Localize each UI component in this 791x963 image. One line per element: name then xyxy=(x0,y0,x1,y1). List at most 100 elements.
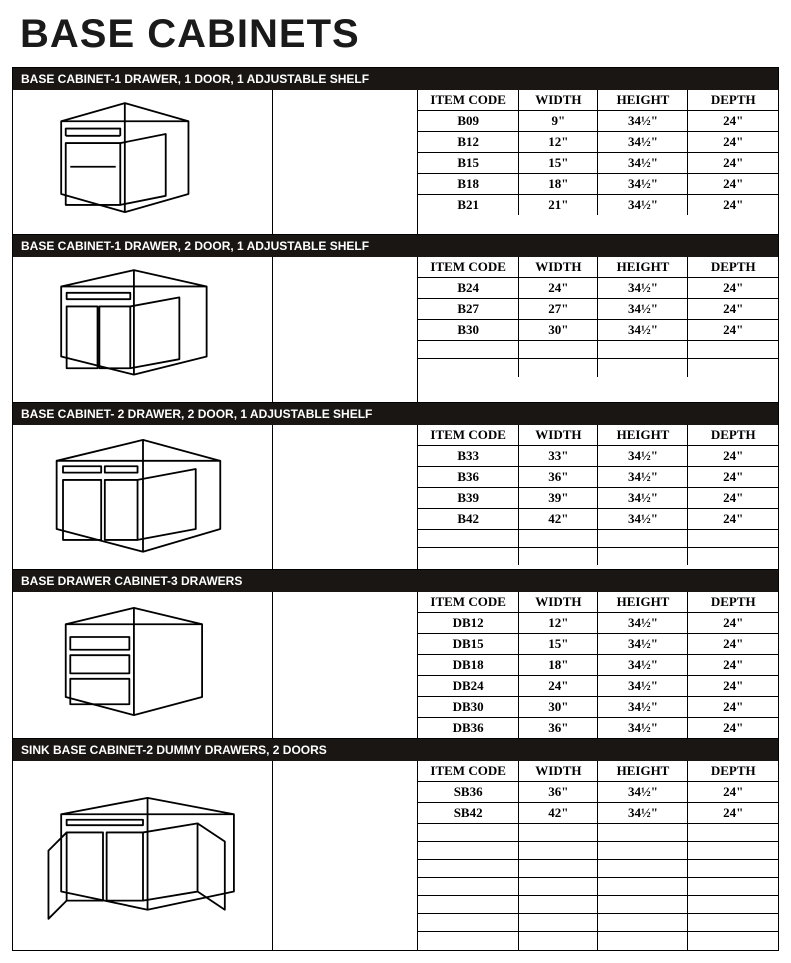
illustration-cell xyxy=(13,425,273,569)
spec-table: ITEM CODEWIDTHHEIGHTDEPTHB3333"34½"24"B3… xyxy=(418,425,778,566)
table-cell: 30" xyxy=(519,697,598,718)
table-cell: 34½" xyxy=(598,655,688,676)
section-body: ITEM CODEWIDTHHEIGHTDEPTHB3333"34½"24"B3… xyxy=(13,425,778,569)
table-row: B1515"34½"24" xyxy=(418,153,778,174)
table-cell xyxy=(418,341,519,359)
table-row: B3939"34½"24" xyxy=(418,487,778,508)
table-cell xyxy=(519,842,598,860)
column-header: HEIGHT xyxy=(598,425,688,446)
column-header: DEPTH xyxy=(688,90,778,111)
table-row xyxy=(418,860,778,878)
table-cell xyxy=(598,824,688,842)
table-cell: 34½" xyxy=(598,676,688,697)
section-heading: SINK BASE CABINET-2 DUMMY DRAWERS, 2 DOO… xyxy=(13,738,778,761)
cabinet-1drawer-2door-icon xyxy=(43,261,243,397)
table-cell xyxy=(519,878,598,896)
table-cell xyxy=(519,547,598,565)
table-cell: 34½" xyxy=(598,466,688,487)
table-cell: 34½" xyxy=(598,174,688,195)
sink-base-cabinet-icon xyxy=(43,787,243,923)
table-cell: 24" xyxy=(688,466,778,487)
table-cell xyxy=(688,914,778,932)
table-cell xyxy=(418,914,519,932)
spec-table: ITEM CODEWIDTHHEIGHTDEPTHB099"34½"24"B12… xyxy=(418,90,778,215)
table-cell xyxy=(519,359,598,377)
section-heading: BASE CABINET-1 DRAWER, 1 DOOR, 1 ADJUSTA… xyxy=(13,68,778,90)
spec-table-cell: ITEM CODEWIDTHHEIGHTDEPTHSB3636"34½"24"S… xyxy=(418,761,778,950)
table-cell: 24" xyxy=(688,718,778,739)
table-cell xyxy=(418,824,519,842)
table-cell: 36" xyxy=(519,718,598,739)
column-header: HEIGHT xyxy=(598,257,688,278)
table-cell xyxy=(519,824,598,842)
table-cell: 34½" xyxy=(598,195,688,216)
section-heading: BASE CABINET- 2 DRAWER, 2 DOOR, 1 ADJUST… xyxy=(13,402,778,425)
table-cell: 18" xyxy=(519,174,598,195)
table-cell: DB36 xyxy=(418,718,519,739)
table-cell: 33" xyxy=(519,445,598,466)
table-cell xyxy=(519,529,598,547)
table-row: DB1212"34½"24" xyxy=(418,613,778,634)
table-cell: B42 xyxy=(418,508,519,529)
section-body: ITEM CODEWIDTHHEIGHTDEPTHB2424"34½"24"B2… xyxy=(13,257,778,401)
section-heading: BASE CABINET-1 DRAWER, 2 DOOR, 1 ADJUSTA… xyxy=(13,234,778,257)
table-cell xyxy=(688,824,778,842)
spacer-cell xyxy=(273,761,418,950)
table-cell: 34½" xyxy=(598,445,688,466)
table-cell xyxy=(688,529,778,547)
table-cell: DB12 xyxy=(418,613,519,634)
table-row xyxy=(418,547,778,565)
table-cell: 34½" xyxy=(598,782,688,803)
table-cell: B21 xyxy=(418,195,519,216)
table-cell: 39" xyxy=(519,487,598,508)
table-cell: 12" xyxy=(519,132,598,153)
table-cell: 34½" xyxy=(598,153,688,174)
table-cell: 24" xyxy=(688,803,778,824)
table-cell: 15" xyxy=(519,634,598,655)
table-cell xyxy=(598,896,688,914)
table-cell xyxy=(598,359,688,377)
table-cell: 24" xyxy=(688,508,778,529)
section-body: ITEM CODEWIDTHHEIGHTDEPTHB099"34½"24"B12… xyxy=(13,90,778,234)
section-body: ITEM CODEWIDTHHEIGHTDEPTHDB1212"34½"24"D… xyxy=(13,592,778,738)
table-cell: 24" xyxy=(688,299,778,320)
table-cell: 34½" xyxy=(598,508,688,529)
spacer-cell xyxy=(273,257,418,401)
column-header: ITEM CODE xyxy=(418,592,519,613)
table-row xyxy=(418,842,778,860)
page-title: BASE CABINETS xyxy=(20,12,779,57)
column-header: WIDTH xyxy=(519,592,598,613)
table-cell: 24" xyxy=(688,445,778,466)
table-cell: 24" xyxy=(688,320,778,341)
table-row: B2424"34½"24" xyxy=(418,278,778,299)
table-cell xyxy=(418,547,519,565)
table-cell: 34½" xyxy=(598,111,688,132)
column-header: WIDTH xyxy=(519,90,598,111)
table-cell: B30 xyxy=(418,320,519,341)
table-cell: 36" xyxy=(519,466,598,487)
table-cell xyxy=(598,529,688,547)
table-header-row: ITEM CODEWIDTHHEIGHTDEPTH xyxy=(418,90,778,111)
cabinet-1drawer-1door-icon xyxy=(43,94,243,230)
table-cell: B36 xyxy=(418,466,519,487)
illustration-cell xyxy=(13,592,273,738)
table-cell xyxy=(418,860,519,878)
table-cell: 9" xyxy=(519,111,598,132)
table-cell: B24 xyxy=(418,278,519,299)
section-heading: BASE DRAWER CABINET-3 DRAWERS xyxy=(13,569,778,592)
table-header-row: ITEM CODEWIDTHHEIGHTDEPTH xyxy=(418,761,778,782)
table-cell: SB42 xyxy=(418,803,519,824)
illustration-cell xyxy=(13,761,273,950)
table-cell: 24" xyxy=(688,487,778,508)
illustration-cell xyxy=(13,257,273,401)
table-cell xyxy=(598,341,688,359)
table-cell: DB24 xyxy=(418,676,519,697)
table-cell: 34½" xyxy=(598,718,688,739)
table-cell: 30" xyxy=(519,320,598,341)
spec-table-cell: ITEM CODEWIDTHHEIGHTDEPTHB099"34½"24"B12… xyxy=(418,90,778,234)
table-cell: 27" xyxy=(519,299,598,320)
table-row: DB1818"34½"24" xyxy=(418,655,778,676)
table-cell xyxy=(418,896,519,914)
table-cell: 24" xyxy=(688,613,778,634)
table-row: B3636"34½"24" xyxy=(418,466,778,487)
